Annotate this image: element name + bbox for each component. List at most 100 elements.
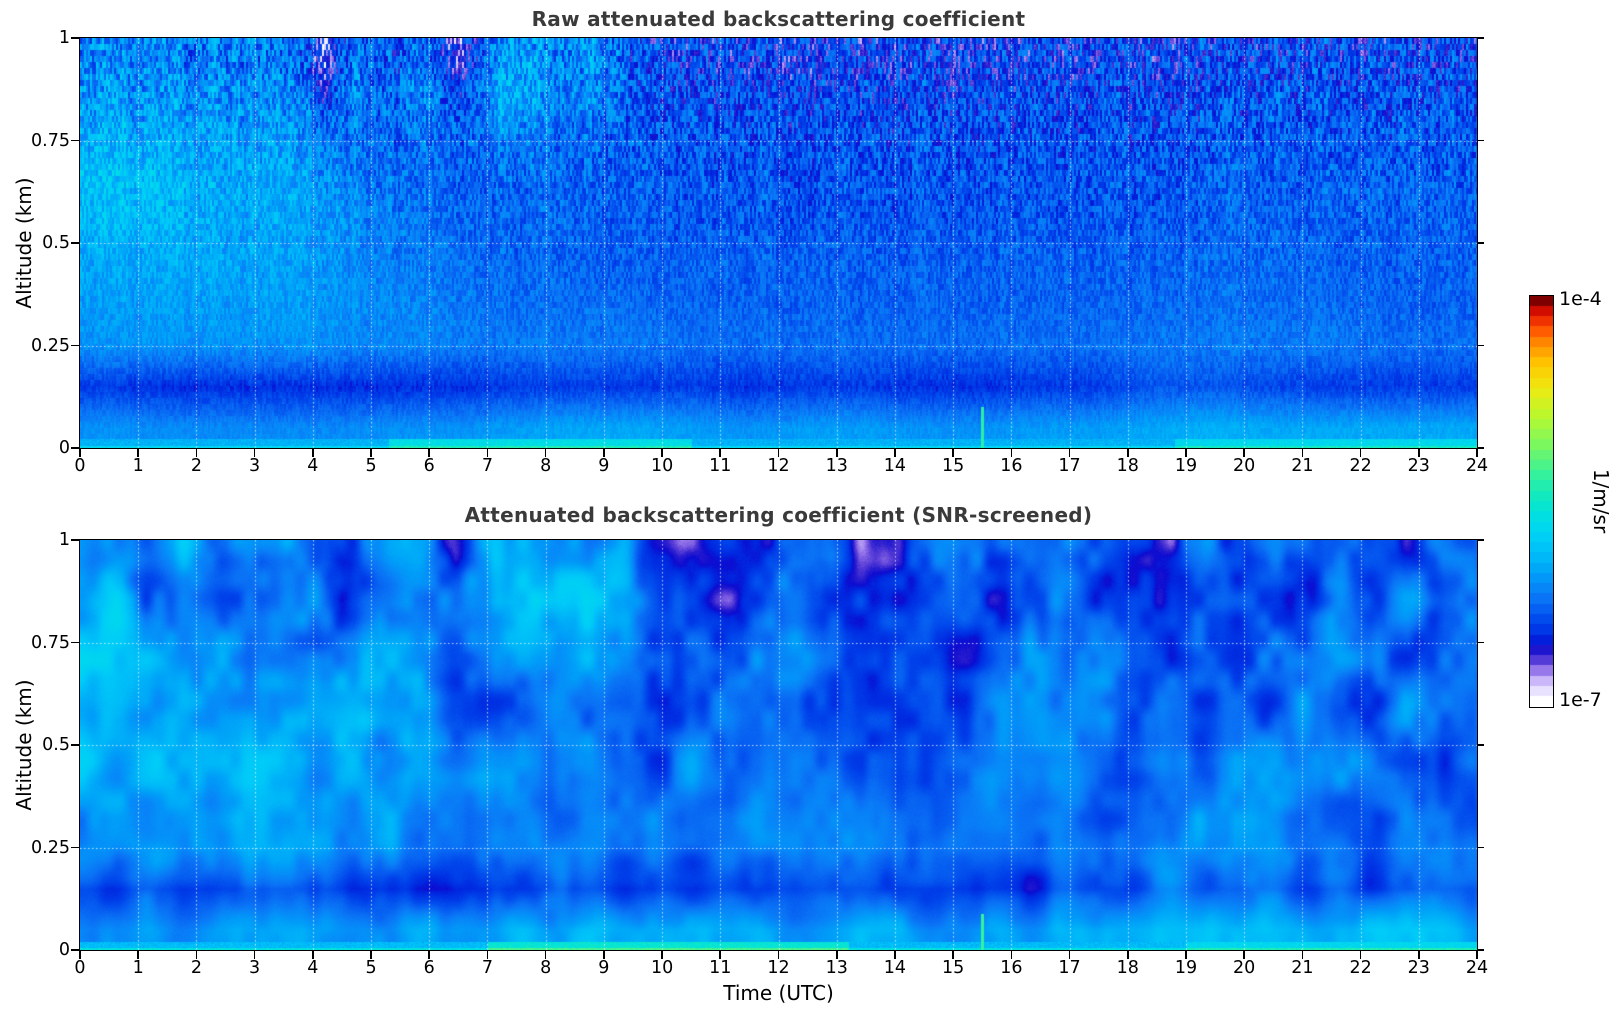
x-tick-label: 18 <box>1116 456 1139 476</box>
x-tick <box>1068 448 1071 457</box>
y-tick <box>71 37 80 39</box>
x-tick <box>1301 448 1304 457</box>
x-tick-label: 7 <box>481 958 494 978</box>
x-tick <box>661 448 663 457</box>
x-tick <box>1010 950 1013 959</box>
x-tick-label: 18 <box>1116 958 1139 978</box>
x-tick-label: 13 <box>825 958 848 978</box>
x-tick-label: 0 <box>74 456 86 476</box>
x-tick-label: 1 <box>132 958 144 978</box>
x-tick <box>370 448 372 457</box>
x-tick <box>952 950 954 959</box>
x-tick <box>719 950 722 959</box>
x-tick <box>1359 448 1362 457</box>
x-tick <box>137 950 139 959</box>
x-tick-label: 10 <box>650 958 674 978</box>
y-tick-right <box>1477 447 1484 449</box>
x-tick <box>1185 950 1187 959</box>
x-tick-label: 2 <box>190 958 202 978</box>
x-tick-label: 21 <box>1291 456 1314 476</box>
y-tick-label: 0.75 <box>31 632 70 653</box>
y-tick <box>71 641 80 644</box>
x-tick <box>544 448 547 457</box>
raw-heatmap-canvas <box>80 38 1477 448</box>
x-tick <box>486 448 489 457</box>
x-tick <box>1243 448 1245 457</box>
x-tick-label: 5 <box>365 456 377 476</box>
x-tick-label: 23 <box>1407 456 1430 476</box>
x-tick <box>1417 950 1420 959</box>
colorbar-min-label: 1e-7 <box>1559 689 1602 711</box>
x-tick-label: 14 <box>883 456 907 476</box>
y-tick <box>71 344 80 347</box>
screened-heatmap-canvas <box>80 540 1477 950</box>
x-tick-label: 6 <box>423 958 435 978</box>
y-tick-label: 0.25 <box>31 335 70 356</box>
x-tick-label: 17 <box>1058 958 1081 978</box>
x-tick-label: 2 <box>190 456 202 476</box>
x-tick <box>1068 950 1071 959</box>
x-tick-label: 19 <box>1174 456 1198 476</box>
y-tick-right <box>1477 242 1484 244</box>
x-tick <box>1359 950 1362 959</box>
x-tick <box>79 950 81 959</box>
x-tick <box>603 448 605 457</box>
colorbar <box>1530 296 1553 707</box>
x-tick-label: 15 <box>941 456 965 476</box>
x-tick-label: 15 <box>941 958 965 978</box>
x-tick <box>253 950 256 959</box>
x-tick <box>253 448 256 457</box>
x-tick-label: 9 <box>598 958 610 978</box>
x-tick-label: 20 <box>1233 456 1256 476</box>
x-tick-label: 12 <box>767 958 790 978</box>
x-tick <box>661 950 663 959</box>
x-tick <box>137 448 139 457</box>
y-tick-right <box>1477 949 1484 951</box>
x-tick <box>952 448 954 457</box>
x-tick-label: 22 <box>1349 456 1372 476</box>
x-tick-label: 4 <box>307 456 319 476</box>
x-tick-label: 11 <box>709 456 732 476</box>
x-tick <box>835 950 838 959</box>
y-tick <box>71 242 80 244</box>
y-tick <box>71 539 80 541</box>
x-tick <box>1417 448 1420 457</box>
x-tick-label: 8 <box>540 456 552 476</box>
x-tick-label: 4 <box>307 958 319 978</box>
x-tick-label: 24 <box>1465 958 1489 978</box>
y-tick-label: 0 <box>58 438 70 458</box>
y-tick-label: 0.5 <box>42 233 70 253</box>
x-tick <box>1476 950 1478 959</box>
y-tick-label: 0.25 <box>31 837 70 858</box>
x-tick-label: 11 <box>709 958 732 978</box>
y-tick-right <box>1477 344 1484 347</box>
x-tick <box>428 950 431 959</box>
x-tick-label: 10 <box>650 456 674 476</box>
y-tick <box>71 139 80 142</box>
x-tick-label: 8 <box>540 958 552 978</box>
y-tick-label: 1 <box>58 530 70 550</box>
x-tick <box>544 950 547 959</box>
x-tick <box>1185 448 1187 457</box>
x-tick-label: 3 <box>249 456 261 476</box>
raw-panel-title: Raw attenuated backscattering coefficien… <box>531 7 1026 31</box>
y-tick-right <box>1477 846 1484 849</box>
x-tick <box>1126 950 1129 959</box>
x-tick <box>777 448 780 457</box>
y-tick-right <box>1477 539 1484 541</box>
x-tick-label: 7 <box>481 456 494 476</box>
x-tick <box>79 448 81 457</box>
y-tick <box>71 949 80 951</box>
x-tick-label: 17 <box>1058 456 1081 476</box>
x-tick <box>428 448 431 457</box>
x-tick-label: 5 <box>365 958 377 978</box>
x-tick-label: 9 <box>598 456 610 476</box>
x-tick-label: 16 <box>1000 456 1023 476</box>
x-tick-label: 22 <box>1349 958 1372 978</box>
x-tick-label: 24 <box>1465 456 1489 476</box>
x-tick <box>894 950 896 959</box>
x-tick-label: 23 <box>1407 958 1430 978</box>
x-tick-label: 0 <box>74 958 86 978</box>
x-tick <box>312 950 314 959</box>
